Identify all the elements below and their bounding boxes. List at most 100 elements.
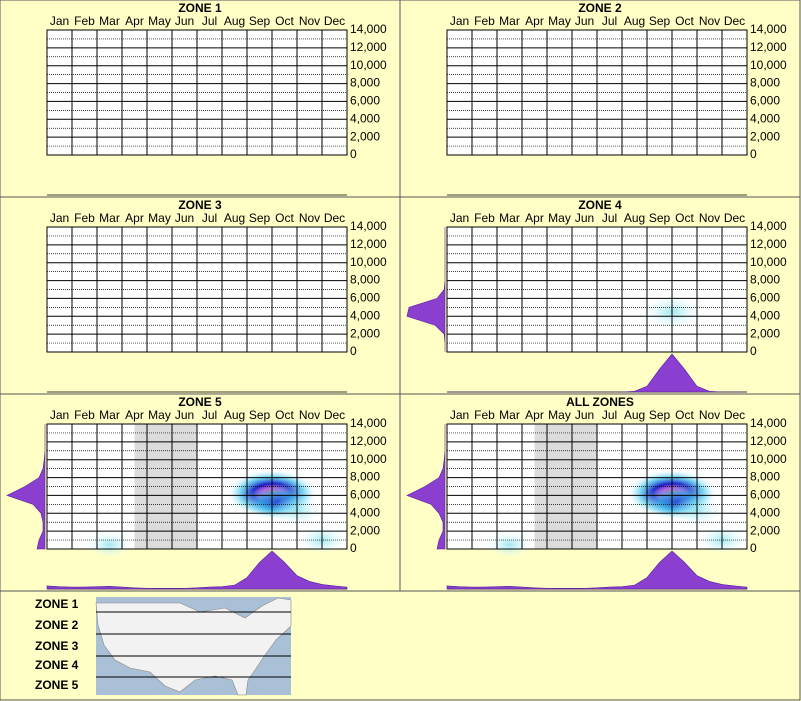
chart-title: ZONE 3 xyxy=(178,198,222,212)
heat-spot xyxy=(87,531,132,558)
month-label: Oct xyxy=(675,211,694,225)
zone-label: ZONE 1 xyxy=(35,597,79,611)
y-tick-label: 10,000 xyxy=(350,58,387,72)
y-tick-label: 4,000 xyxy=(350,308,380,322)
month-label: Dec xyxy=(324,408,345,422)
legend-panel xyxy=(0,590,801,701)
month-label: Dec xyxy=(724,14,745,28)
month-label: Aug xyxy=(624,408,645,422)
plot-frame xyxy=(46,29,348,156)
month-label: Dec xyxy=(724,211,745,225)
zone-label: ZONE 3 xyxy=(35,639,79,653)
month-label: Apr xyxy=(525,14,544,28)
y-tick-label: 10,000 xyxy=(350,452,387,466)
month-label: Nov xyxy=(699,14,720,28)
month-label: Oct xyxy=(675,408,694,422)
month-profile xyxy=(46,550,348,590)
plot-frame xyxy=(446,226,748,353)
month-label: Mar xyxy=(499,408,520,422)
month-label: Jul xyxy=(202,211,217,225)
month-label: Sep xyxy=(249,408,271,422)
month-label: Feb xyxy=(474,408,495,422)
chart-title: ALL ZONES xyxy=(566,395,634,409)
month-label: Feb xyxy=(74,211,95,225)
y-tick-label: 2,000 xyxy=(350,129,380,143)
month-label: Feb xyxy=(474,211,495,225)
month-label: Feb xyxy=(74,408,95,422)
month-label: May xyxy=(148,408,171,422)
y-tick-label: 4,000 xyxy=(350,111,380,125)
chart-title: ZONE 1 xyxy=(178,1,222,15)
month-label: Jul xyxy=(602,211,617,225)
plot-frame xyxy=(46,226,348,353)
month-label: Jun xyxy=(575,14,594,28)
month-label: Mar xyxy=(99,14,120,28)
y-tick-label: 8,000 xyxy=(350,273,380,287)
chart-title: ZONE 5 xyxy=(178,395,222,409)
y-tick-label: 10,000 xyxy=(750,452,787,466)
month-profile xyxy=(447,353,747,393)
altitude-profile xyxy=(406,227,446,352)
y-tick-label: 0 xyxy=(750,147,757,161)
y-tick-label: 2,000 xyxy=(750,523,780,537)
y-tick-label: 12,000 xyxy=(350,237,387,251)
y-tick-label: 8,000 xyxy=(750,470,780,484)
map xyxy=(95,597,292,696)
altitude-profile xyxy=(6,424,46,550)
month-label: Jan xyxy=(450,408,469,422)
y-tick-label: 8,000 xyxy=(350,76,380,90)
month-label: Oct xyxy=(275,211,294,225)
month-label: Nov xyxy=(699,211,720,225)
y-tick-label: 12,000 xyxy=(750,434,787,448)
month-label: Jun xyxy=(175,408,194,422)
y-tick-label: 12,000 xyxy=(350,434,387,448)
y-tick-label: 0 xyxy=(350,541,357,555)
y-tick-label: 6,000 xyxy=(750,488,780,502)
chart-title: ZONE 2 xyxy=(578,1,622,15)
month-label: Sep xyxy=(249,14,271,28)
month-label: Apr xyxy=(125,408,144,422)
y-tick-label: 0 xyxy=(350,147,357,161)
y-tick-label: 6,000 xyxy=(350,488,380,502)
month-label: May xyxy=(148,211,171,225)
month-label: May xyxy=(548,211,571,225)
y-tick-label: 10,000 xyxy=(350,255,387,269)
y-tick-label: 14,000 xyxy=(750,416,787,430)
altitude-profile xyxy=(406,424,446,550)
y-tick-label: 14,000 xyxy=(350,219,387,233)
month-label: Nov xyxy=(699,408,720,422)
month-label: Jul xyxy=(602,408,617,422)
month-label: Sep xyxy=(649,14,671,28)
zone-label: ZONE 5 xyxy=(35,678,79,692)
month-label: Aug xyxy=(624,211,645,225)
month-label: Mar xyxy=(99,408,120,422)
y-tick-label: 10,000 xyxy=(750,58,787,72)
y-tick-label: 2,000 xyxy=(350,326,380,340)
month-label: May xyxy=(548,408,571,422)
month-label: Jan xyxy=(50,14,69,28)
y-tick-label: 4,000 xyxy=(750,308,780,322)
y-tick-label: 0 xyxy=(750,344,757,358)
y-tick-label: 8,000 xyxy=(350,470,380,484)
month-label: Oct xyxy=(275,14,294,28)
month-label: Jan xyxy=(50,211,69,225)
y-tick-label: 4,000 xyxy=(750,505,780,519)
month-label: Sep xyxy=(649,408,671,422)
month-label: Mar xyxy=(499,14,520,28)
month-label: Jul xyxy=(602,14,617,28)
chart-title: ZONE 4 xyxy=(578,198,622,212)
y-tick-label: 14,000 xyxy=(350,416,387,430)
y-tick-label: 10,000 xyxy=(750,255,787,269)
month-label: Nov xyxy=(299,211,320,225)
month-label: Dec xyxy=(324,211,345,225)
y-tick-label: 6,000 xyxy=(350,94,380,108)
y-tick-label: 6,000 xyxy=(350,291,380,305)
y-tick-label: 2,000 xyxy=(350,523,380,537)
month-label: Jun xyxy=(175,211,194,225)
month-label: Jan xyxy=(50,408,69,422)
month-label: Jan xyxy=(450,14,469,28)
month-profile xyxy=(446,550,748,590)
month-label: Aug xyxy=(224,211,245,225)
